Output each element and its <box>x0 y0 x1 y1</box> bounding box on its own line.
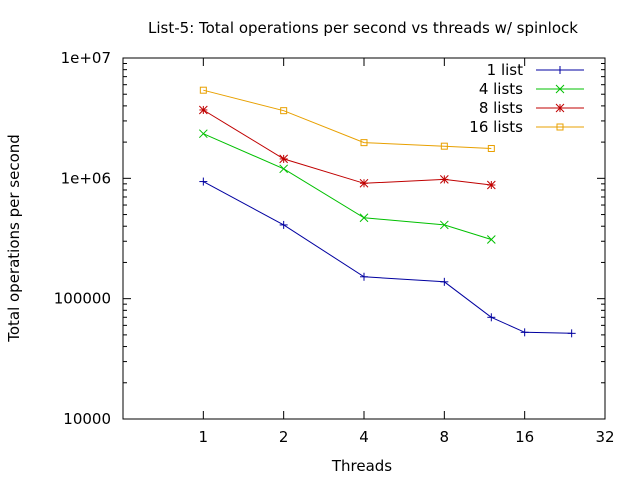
data-point-8-lists <box>198 105 208 115</box>
series-line-16-lists <box>203 89 492 149</box>
data-point-8-lists <box>486 180 496 190</box>
y-tick-label: 1e+06 <box>61 169 111 187</box>
x-tick-label: 16 <box>515 428 534 446</box>
y-tick-label: 10000 <box>63 410 111 428</box>
data-point-16-lists <box>487 144 495 152</box>
data-point-16-lists <box>360 139 368 147</box>
x-tick-label: 1 <box>199 428 209 446</box>
x-tick-label: 4 <box>359 428 369 446</box>
series-1-list <box>199 177 576 338</box>
data-point-4-lists <box>359 213 369 223</box>
series-line-1-list <box>203 181 572 334</box>
series-line-4-lists <box>203 133 492 240</box>
plot-area-border <box>122 57 606 420</box>
data-point-1-list <box>567 329 576 338</box>
y-tick-label: 100000 <box>54 290 111 308</box>
data-point-16-lists <box>199 86 207 94</box>
y-axis-label: Total operations per second <box>5 134 23 343</box>
legend-marker-4-lists <box>555 84 565 94</box>
x-axis-label: Threads <box>331 457 392 475</box>
x-tick-label: 2 <box>279 428 289 446</box>
legend-label-4-lists: 4 lists <box>479 80 523 98</box>
data-point-8-lists <box>279 154 289 164</box>
data-point-8-lists <box>359 178 369 188</box>
data-point-4-lists <box>279 164 289 174</box>
series-line-8-lists <box>203 109 492 186</box>
data-point-1-list <box>279 220 288 229</box>
series-layer <box>198 86 576 338</box>
series-16-lists <box>199 86 495 152</box>
x-tick-label: 32 <box>595 428 614 446</box>
data-point-8-lists <box>439 175 449 184</box>
legend-marker-8-lists <box>555 103 565 113</box>
chart-title: List-5: Total operations per second vs t… <box>148 19 578 37</box>
data-point-4-lists <box>486 235 496 244</box>
legend-marker-16-lists <box>556 123 564 131</box>
legend-label-16-lists: 16 lists <box>469 118 523 136</box>
y-axis: 10000 100000 1e+06 1e+07 <box>54 49 605 428</box>
data-point-16-lists <box>280 107 288 115</box>
data-point-1-list <box>199 177 208 186</box>
data-point-16-lists <box>440 142 448 150</box>
data-point-4-lists <box>439 220 449 230</box>
x-tick-label: 8 <box>440 428 450 446</box>
data-point-1-list <box>360 272 368 281</box>
data-point-1-list <box>487 313 496 322</box>
series-8-lists <box>198 105 496 190</box>
data-point-1-list <box>520 328 529 337</box>
series-4-lists <box>198 129 496 244</box>
legend-label-1-list: 1 list <box>487 61 523 79</box>
x-axis: 1 2 4 8 16 32 <box>199 58 615 446</box>
y-tick-label: 1e+07 <box>61 49 111 67</box>
data-point-4-lists <box>198 129 208 139</box>
legend-marker-1-list <box>556 66 564 74</box>
legend-label-8-lists: 8 lists <box>479 99 523 117</box>
data-point-1-list <box>440 277 449 286</box>
